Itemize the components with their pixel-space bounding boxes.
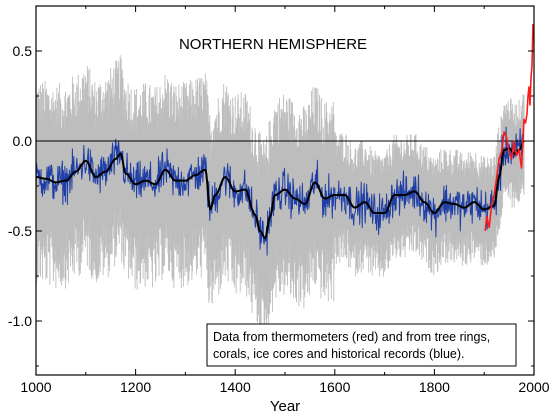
instrumental-series <box>484 23 534 232</box>
y-tick-label: -0.5 <box>8 223 32 239</box>
chart-title: NORTHERN HEMISPHERE <box>179 36 367 53</box>
annotation-line-2: corals, ice cores and historical records… <box>213 347 465 361</box>
x-axis-ticks: 1000 1200 1400 1600 1800 2000 <box>20 6 550 395</box>
smoothed-series <box>36 140 525 240</box>
annotation-line-1: Data from thermometers (red) and from tr… <box>213 330 490 344</box>
x-tick-label: 2000 <box>518 379 549 395</box>
smoothed-line <box>36 140 525 240</box>
y-axis-ticks: 0.5 0.0 -0.5 -1.0 <box>8 5 534 367</box>
x-tick-label: 1000 <box>20 379 51 395</box>
instrumental-line <box>484 23 534 232</box>
x-tick-label: 1800 <box>419 379 450 395</box>
reconstruction-line <box>35 126 525 256</box>
x-axis-title: Year <box>270 398 300 415</box>
annotation-box: Data from thermometers (red) and from tr… <box>206 323 517 367</box>
y-tick-label: -1.0 <box>8 313 32 329</box>
y-tick-label: 0.0 <box>13 133 33 149</box>
x-tick-label: 1200 <box>120 379 151 395</box>
reconstruction-series <box>35 126 525 256</box>
y-tick-label: 0.5 <box>13 43 33 59</box>
x-tick-label: 1600 <box>319 379 350 395</box>
x-tick-label: 1400 <box>220 379 251 395</box>
